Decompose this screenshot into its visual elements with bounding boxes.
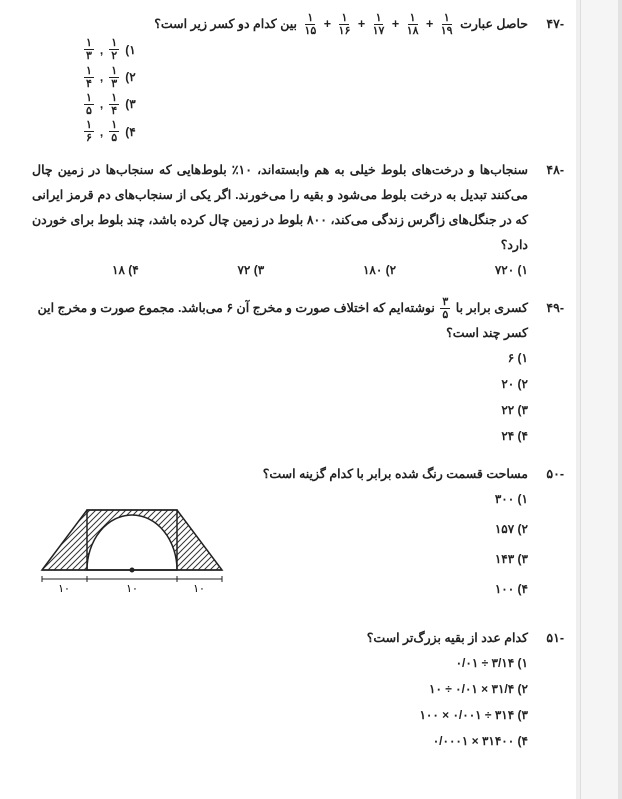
q50-label-1: ۱۰ [58,583,70,595]
q50-label-3: ۱۰ [193,583,205,595]
q51-text: کدام عدد از بقیه بزرگ‌تر است؟ [32,626,558,651]
q50-opt2: ۲) ۱۵۷ [495,517,528,541]
q49-opt2: ۲) ۲۰ [501,372,528,396]
q50-opt1: ۱) ۳۰۰ [495,487,528,511]
q49-options: ۱) ۶ ۲) ۲۰ ۳) ۲۲ ۴) ۲۴ [32,346,558,448]
q50-number: -۵۰ [546,462,564,487]
q49-opt1: ۱) ۶ [508,346,528,370]
q51-opt3: ۳) ۳۱۴ ÷ ۰/۰۰۱ × ۱۰۰ [419,703,528,727]
q47-suffix: بین کدام دو کسر زیر است؟ [154,17,297,31]
q48-number: -۴۸ [546,158,564,183]
q50-opt3: ۳) ۱۴۳ [495,547,528,571]
q48-text: سنجاب‌ها و درخت‌های بلوط خیلی به هم وابس… [32,158,558,258]
q47-opt4: ۴) ۱۵ , ۱۶ [82,119,136,144]
q48-opt4: ۴) ۱۸ [112,258,139,282]
question-50: -۵۰ مساحت قسمت رنگ شده برابر با کدام گزی… [32,462,558,612]
sidebar-margin [580,0,622,799]
q47-options: ۱) ۱۲ , ۱۳ ۲) ۱۳ , ۱۴ ۳) ۱۴ , ۱۵ ۴) ۱۵ ,… [32,37,558,144]
q50-opt4: ۴) ۱۰۰ [495,577,528,601]
q49-opt3: ۳) ۲۲ [501,398,528,422]
q50-figure: ۱۰ ۱۰ ۱۰ [32,490,232,609]
q47-opt3: ۳) ۱۴ , ۱۵ [82,92,136,117]
q51-opt4: ۴) ۳۱۴۰۰ × ۰/۰۰۰۱ [433,729,528,753]
q47-number: -۴۷ [546,12,564,37]
question-49: -۴۹ کسری برابر با ۳۵ نوشته‌ایم که اختلاف… [32,296,558,448]
q50-label-2: ۱۰ [126,583,138,595]
q49-text: کسری برابر با ۳۵ نوشته‌ایم که اختلاف صور… [32,296,558,346]
q51-opt1: ۱) ۳/۱۴ ÷ ۰/۰۱ [456,651,528,675]
question-48: -۴۸ سنجاب‌ها و درخت‌های بلوط خیلی به هم … [32,158,558,282]
q47-opt2: ۲) ۱۳ , ۱۴ [82,65,136,90]
q51-opt2: ۲) ۳۱/۴ × ۰/۰۱ ÷ ۱۰ [429,677,528,701]
q51-number: -۵۱ [546,626,564,651]
page-content: -۴۷ حاصل عبارت ۱۱۹ + ۱۱۸ + ۱۱۷ + ۱۱۶ + ۱… [0,0,576,799]
q47-expr: ۱۱۹ + ۱۱۸ + ۱۱۷ + ۱۱۶ + ۱۱۵ [300,12,456,37]
q48-opt2: ۲) ۱۸۰ [363,258,396,282]
q47-text: حاصل عبارت ۱۱۹ + ۱۱۸ + ۱۱۷ + ۱۱۶ + ۱۱۵ ب… [32,12,558,37]
q47-prefix: حاصل عبارت [457,17,528,31]
question-47: -۴۷ حاصل عبارت ۱۱۹ + ۱۱۸ + ۱۱۷ + ۱۱۶ + ۱… [32,12,558,144]
q51-options: ۱) ۳/۱۴ ÷ ۰/۰۱ ۲) ۳۱/۴ × ۰/۰۱ ÷ ۱۰ ۳) ۳۱… [32,651,558,753]
q49-number: -۴۹ [546,296,564,321]
question-51: -۵۱ کدام عدد از بقیه بزرگ‌تر است؟ ۱) ۳/۱… [32,626,558,753]
q49-opt4: ۴) ۲۴ [501,424,528,448]
q47-opt1: ۱) ۱۲ , ۱۳ [82,37,136,62]
q50-text: مساحت قسمت رنگ شده برابر با کدام گزینه ا… [32,462,558,487]
q48-options: ۱) ۷۲۰ ۲) ۱۸۰ ۳) ۷۲ ۴) ۱۸ [32,258,558,282]
q48-opt1: ۱) ۷۲۰ [495,258,528,282]
q48-opt3: ۳) ۷۲ [237,258,264,282]
